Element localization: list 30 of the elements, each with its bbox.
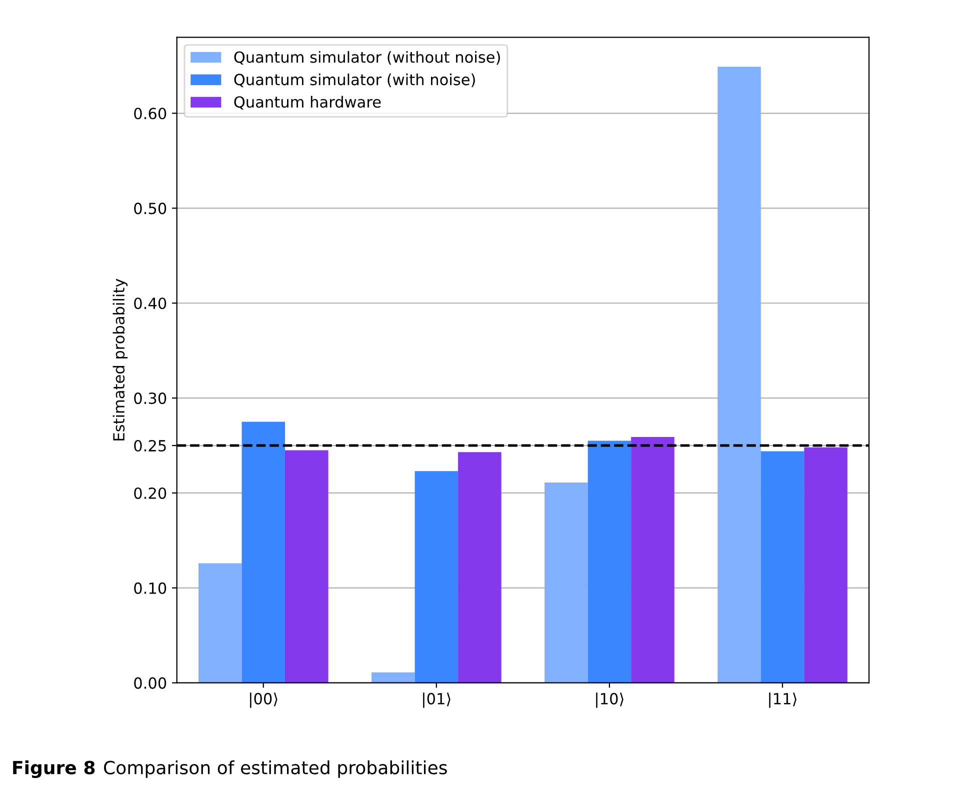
x-tick-label: |11⟩ bbox=[769, 692, 796, 708]
x-tick-label: |01⟩ bbox=[423, 692, 450, 708]
y-tick-label: 0.60 bbox=[134, 108, 166, 120]
bar bbox=[631, 436, 674, 683]
bar bbox=[760, 451, 804, 683]
y-tick-label: 0.10 bbox=[134, 582, 166, 594]
bar bbox=[372, 672, 415, 683]
bar bbox=[285, 450, 328, 683]
legend-label: Quantum hardware bbox=[234, 96, 381, 110]
y-tick-label: 0.40 bbox=[134, 298, 166, 310]
x-tick-label: |00⟩ bbox=[250, 692, 278, 708]
bar bbox=[198, 563, 242, 683]
y-axis-title: Estimated probability bbox=[112, 278, 128, 440]
y-tick-label: 0.20 bbox=[134, 487, 166, 499]
bar bbox=[588, 440, 632, 683]
bar bbox=[804, 447, 848, 683]
y-tick-label: 0.00 bbox=[134, 677, 166, 689]
x-tick-label: |10⟩ bbox=[596, 692, 624, 708]
text: Comparison of estimated probabilities bbox=[104, 760, 447, 778]
y-tick-label: 0.30 bbox=[134, 392, 166, 404]
caption: Figure 8 bbox=[13, 760, 95, 778]
bar bbox=[458, 452, 502, 683]
bar bbox=[718, 66, 761, 683]
bar bbox=[414, 471, 458, 683]
legend-label: Quantum simulator (without noise) bbox=[234, 51, 500, 65]
bar bbox=[544, 482, 588, 683]
bar bbox=[242, 422, 286, 683]
y-tick-label: 0.50 bbox=[134, 202, 166, 214]
legend-label: Quantum simulator (with noise) bbox=[234, 73, 475, 88]
y-tick-label: 0.25 bbox=[134, 440, 166, 452]
